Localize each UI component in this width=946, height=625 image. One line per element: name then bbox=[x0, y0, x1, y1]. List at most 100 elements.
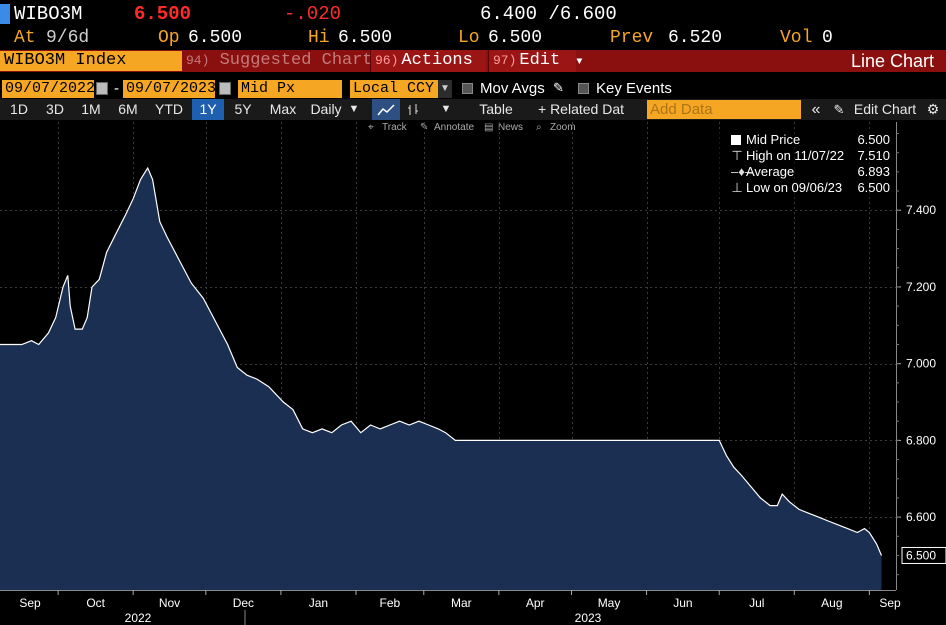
high-value: 6.500 bbox=[338, 28, 393, 48]
actions-menu[interactable]: 96)Actions ▼ bbox=[370, 50, 495, 72]
edit-label: Edit bbox=[519, 51, 561, 70]
period-ytd[interactable]: YTD bbox=[155, 101, 183, 117]
period-1y[interactable]: 1Y bbox=[192, 99, 224, 120]
news-icon[interactable]: ▤ bbox=[484, 122, 494, 133]
frequency-selector[interactable]: Daily bbox=[310, 101, 342, 117]
low-label: Lo bbox=[458, 28, 480, 48]
settings-gear-icon[interactable]: ⚙ bbox=[926, 101, 940, 117]
legend-low-value: 6.500 bbox=[857, 180, 890, 195]
prev-label: Prev bbox=[610, 28, 654, 48]
edit-chart-pencil-icon[interactable]: ✎ bbox=[833, 102, 845, 117]
legend-row-series: Mid Price 6.500 bbox=[713, 132, 893, 148]
series-swatch bbox=[731, 135, 741, 145]
chart-params: 09/07/2022 - 09/07/2023 Mid Px Local CCY… bbox=[0, 79, 946, 99]
currency-dropdown-icon[interactable]: ▼ bbox=[438, 80, 452, 98]
x-month-label: Apr bbox=[526, 596, 545, 610]
y-tick-label: 7.000 bbox=[906, 357, 936, 371]
currency-selector[interactable]: Local CCY bbox=[350, 80, 438, 98]
legend-avg-value: 6.893 bbox=[857, 164, 890, 179]
period-3d[interactable]: 3D bbox=[46, 101, 64, 117]
legend-row-high: ⊤ High on 11/07/22 7.510 bbox=[713, 148, 893, 164]
at-value: 9/6d bbox=[46, 28, 90, 48]
period-6m[interactable]: 6M bbox=[118, 101, 138, 117]
annotate-button[interactable]: Annotate bbox=[434, 122, 475, 133]
legend-avg-label: Average bbox=[746, 164, 795, 179]
suggested-num: 94) bbox=[186, 53, 210, 68]
quote-header: WIBO3M 6.500 -.020 6.400 /6.600 bbox=[0, 0, 946, 27]
x-month-label: Dec bbox=[233, 596, 254, 610]
bid-ask: 6.400 /6.600 bbox=[480, 3, 617, 25]
chart-type-chevron-icon[interactable]: ▼ bbox=[440, 103, 452, 115]
chart-tools: ⌖ Track ✎ Annotate ▤ News ⌕ Zoom bbox=[360, 121, 580, 135]
suggested-charts-button[interactable]: 94) Suggested Charts bbox=[186, 50, 383, 72]
y-tick-label: 6.600 bbox=[906, 510, 936, 524]
track-icon[interactable]: ⌖ bbox=[368, 122, 374, 133]
legend-row-low: ⊥ Low on 09/06/23 6.500 bbox=[713, 180, 893, 196]
legend-series-value: 6.500 bbox=[857, 132, 890, 147]
last-price: 6.500 bbox=[134, 3, 192, 25]
y-tick-label: 7.200 bbox=[906, 280, 936, 294]
actions-label: Actions bbox=[401, 51, 473, 70]
related-data-button[interactable]: + Related Dat bbox=[538, 101, 624, 117]
edit-num: 97) bbox=[493, 53, 517, 68]
add-data-input[interactable]: Add Data bbox=[647, 100, 801, 119]
period-1d[interactable]: 1D bbox=[10, 101, 28, 117]
end-date-input[interactable]: 09/07/2023 bbox=[123, 80, 215, 98]
x-month-label: Sep bbox=[879, 596, 901, 610]
legend-series-name: Mid Price bbox=[746, 132, 801, 147]
x-month-label: Nov bbox=[159, 596, 180, 610]
collapse-icon[interactable]: « bbox=[811, 101, 821, 118]
frequency-chevron-icon[interactable]: ▼ bbox=[348, 103, 360, 115]
annotate-icon[interactable]: ✎ bbox=[420, 122, 429, 133]
last-value-label: 6.500 bbox=[906, 548, 936, 562]
legend-low-label: Low on 09/06/23 bbox=[746, 180, 843, 195]
x-month-label: Feb bbox=[380, 596, 401, 610]
x-year-label: 2022 bbox=[125, 611, 152, 625]
x-month-label: Jul bbox=[749, 596, 764, 610]
view-title: Line Chart bbox=[850, 51, 934, 71]
end-calendar-icon[interactable] bbox=[219, 82, 231, 95]
series-area bbox=[0, 168, 882, 590]
period-max[interactable]: Max bbox=[269, 101, 297, 117]
high-label: Hi bbox=[308, 28, 330, 48]
zoom-icon[interactable]: ⌕ bbox=[536, 122, 542, 133]
news-button[interactable]: News bbox=[498, 122, 524, 133]
y-tick-label: 7.400 bbox=[906, 203, 936, 217]
legend-high-label: High on 11/07/22 bbox=[746, 148, 845, 163]
last-value-tag bbox=[901, 546, 946, 564]
period-1m[interactable]: 1M bbox=[81, 101, 101, 117]
pencil-icon[interactable]: ✎ bbox=[553, 80, 564, 95]
low-value: 6.500 bbox=[488, 28, 543, 48]
security-bar: WIBO3M Index 94) Suggested Charts 96) Act… bbox=[0, 50, 946, 72]
ticker[interactable]: WIBO3M bbox=[14, 3, 83, 25]
bar-chart-icon[interactable] bbox=[404, 99, 422, 120]
start-calendar-icon[interactable] bbox=[96, 82, 108, 95]
at-label: At bbox=[14, 28, 36, 48]
track-button[interactable]: Track bbox=[382, 122, 407, 133]
legend-row-average: –♦– Average 6.893 bbox=[713, 164, 893, 180]
key-events-label[interactable]: Key Events bbox=[596, 80, 672, 97]
y-tick-label: 6.800 bbox=[906, 433, 936, 447]
x-month-label: Mar bbox=[451, 596, 472, 610]
start-date-input[interactable]: 09/07/2022 bbox=[2, 80, 94, 98]
x-month-label: Oct bbox=[86, 596, 105, 610]
mov-avgs-checkbox[interactable] bbox=[462, 83, 473, 94]
x-month-label: Aug bbox=[821, 596, 842, 610]
x-month-label: Jan bbox=[309, 596, 328, 610]
period-5y[interactable]: 5Y bbox=[234, 101, 252, 117]
field-selector[interactable]: Mid Px bbox=[238, 80, 342, 98]
key-events-checkbox[interactable] bbox=[578, 83, 589, 94]
line-chart-icon[interactable] bbox=[372, 99, 400, 120]
mov-avgs-label[interactable]: Mov Avgs bbox=[480, 80, 545, 97]
open-value: 6.500 bbox=[188, 28, 243, 48]
chart-legend[interactable]: Mid Price 6.500 ⊤ High on 11/07/22 7.510… bbox=[713, 130, 893, 198]
x-month-label: Jun bbox=[673, 596, 692, 610]
edit-menu[interactable]: 97) Edit ▼ bbox=[488, 50, 582, 72]
table-button[interactable]: Table bbox=[479, 101, 513, 117]
zoom-button[interactable]: Zoom bbox=[550, 122, 576, 133]
edit-chart-button[interactable]: Edit Chart bbox=[853, 101, 917, 117]
x-year-label: 2023 bbox=[575, 611, 602, 625]
x-month-label: Sep bbox=[19, 596, 41, 610]
x-month-label: May bbox=[598, 596, 621, 610]
security-input[interactable]: WIBO3M Index bbox=[0, 51, 182, 71]
